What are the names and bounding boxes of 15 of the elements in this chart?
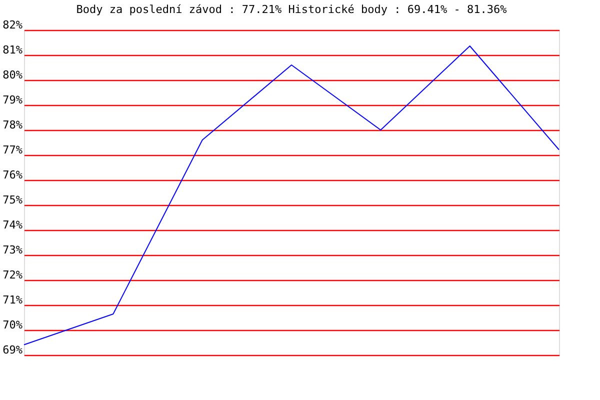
y-tick-label: 78% [2,118,23,132]
y-tick-label: 81% [2,44,23,56]
chart-title: Body za poslední závod : 77.21% Historické body : 69.41% - 81.36% [76,3,508,16]
y-tick-label: 72% [2,268,23,282]
y-tick-label: 79% [2,94,23,106]
y-tick-label: 69% [2,344,23,356]
y-tick-label: 73% [2,244,23,256]
y-tick-label: 70% [2,318,23,332]
y-tick-label: 82% [2,18,23,32]
y-tick-label: 77% [2,144,23,156]
y-tick-label: 71% [2,294,23,306]
y-tick-label: 75% [2,194,23,206]
y-tick-label: 76% [2,168,23,182]
y-tick-label: 74% [2,218,23,232]
y-tick-label: 80% [2,68,23,82]
